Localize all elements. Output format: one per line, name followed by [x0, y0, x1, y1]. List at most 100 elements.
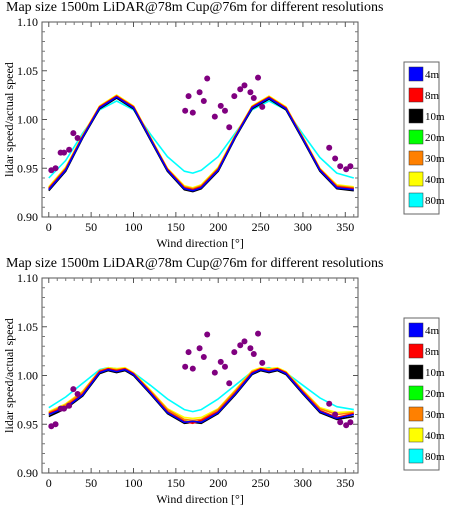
legend-label: 10m: [425, 111, 445, 123]
scatter-point: [231, 93, 238, 100]
x-tick-label: 50: [85, 476, 97, 490]
plot-frame: [41, 277, 359, 474]
scatter-point: [332, 155, 339, 162]
scatter-point: [61, 149, 68, 156]
chart-title: Map size 1500m LiDAR@78m Cup@76m for dif…: [6, 256, 384, 271]
y-axis-label: lidar speed/actual speed: [2, 318, 16, 433]
scatter-point: [221, 107, 228, 114]
scatter-point: [196, 89, 203, 96]
scatter-point: [332, 411, 339, 418]
x-tick-label: 250: [252, 476, 270, 490]
y-tick-label: 0.95: [17, 417, 38, 431]
y-tick-label: 1.00: [17, 369, 38, 383]
scatter-point: [343, 166, 350, 173]
y-tick-label: 1.05: [17, 64, 38, 78]
legend-swatch-8m: [408, 343, 424, 359]
chart-bottom: 0.90 0.95 1.00 1.05 1.10 0 50 100 150 200 250 300 35…: [2, 271, 445, 506]
series-line-10m: [48, 97, 354, 193]
x-tick-label: 0: [46, 220, 52, 234]
scatter-point: [189, 365, 196, 372]
y-tick-label: 1.00: [17, 113, 38, 127]
scatter-point: [66, 146, 73, 153]
scatter-point: [217, 102, 224, 109]
scatter-point: [337, 163, 344, 170]
x-tick-label: 200: [209, 476, 227, 490]
series-line-4m: [48, 368, 354, 424]
scatter-point: [326, 400, 333, 407]
scatter-point: [204, 75, 211, 82]
scatter-point: [241, 338, 248, 345]
scatter-point: [326, 144, 333, 151]
legend-label: 20m: [425, 132, 445, 144]
legend-swatch-10m: [408, 364, 424, 380]
legend-label: 4m: [425, 325, 440, 337]
scatter-point: [226, 380, 233, 387]
legend-label: 4m: [425, 69, 440, 81]
legend-swatch-8m: [408, 87, 424, 103]
scatter-point: [259, 103, 266, 110]
chart-panel-bottom: Map size 1500m LiDAR@78m Cup@76m for dif…: [0, 256, 474, 512]
scatter-point: [200, 97, 207, 104]
scatter-point: [347, 419, 354, 426]
scatter-point: [61, 405, 68, 412]
scatter-point: [74, 391, 81, 398]
scatter-point: [250, 95, 257, 102]
series-line-80m: [48, 100, 355, 179]
scatter-point: [211, 113, 218, 120]
legend-swatch-80m: [408, 448, 424, 464]
y-tick-label: 1.05: [17, 320, 38, 334]
scatter-point: [189, 109, 196, 116]
scatter-point: [217, 358, 224, 365]
y-tick-label: 0.90: [17, 466, 38, 480]
x-tick-label: 200: [209, 220, 227, 234]
chart-panel-top: Map size 1500m LiDAR@78m Cup@76m for dif…: [0, 0, 474, 256]
x-tick-label: 350: [336, 220, 354, 234]
scatter-point: [204, 331, 211, 338]
legend-swatch-80m: [408, 192, 424, 208]
scatter-point: [343, 422, 350, 429]
x-axis-label: Wind direction [°]: [156, 492, 244, 506]
x-tick-label: 150: [167, 220, 185, 234]
x-tick-label: 250: [252, 220, 270, 234]
legend-swatch-40m: [408, 427, 424, 443]
scatter-point: [52, 421, 59, 428]
scatter-point: [196, 345, 203, 352]
scatter-point: [52, 165, 59, 172]
scatter-point: [66, 402, 73, 409]
scatter-point: [255, 330, 262, 337]
legend-label: 40m: [425, 174, 445, 186]
legend-swatch-40m: [408, 171, 424, 187]
scatter-point: [247, 345, 254, 352]
x-tick-label: 350: [336, 476, 354, 490]
legend-swatch-30m: [408, 406, 424, 422]
chart-top: 0.90 0.95 1.00 1.05 1.10 0 50 100 150 200 250 300 35…: [2, 15, 445, 250]
series-line-20m: [48, 96, 354, 191]
scatter-point: [221, 363, 228, 370]
scatter-point: [347, 163, 354, 170]
x-tick-label: 100: [124, 220, 142, 234]
legend-swatch-30m: [408, 150, 424, 166]
legend-label: 80m: [425, 451, 445, 463]
scatter-point: [247, 89, 254, 96]
scatter-point: [182, 363, 189, 370]
scatter-point: [237, 342, 244, 349]
legend-swatch-4m: [408, 66, 424, 82]
y-axis-label: lidar speed/actual speed: [2, 62, 16, 177]
scatter-point: [255, 74, 262, 81]
legend-label: 8m: [425, 90, 440, 102]
scatter-point: [337, 419, 344, 426]
legend-label: 30m: [425, 153, 445, 165]
x-tick-label: 0: [46, 476, 52, 490]
x-tick-label: 100: [124, 476, 142, 490]
legend-label: 80m: [425, 195, 445, 207]
x-tick-label: 50: [85, 220, 97, 234]
scatter-point: [259, 359, 266, 366]
legend-label: 10m: [425, 367, 445, 379]
scatter-point: [185, 93, 192, 100]
scatter-point: [231, 349, 238, 356]
legend-swatch-4m: [408, 322, 424, 338]
x-tick-label: 300: [294, 220, 312, 234]
y-tick-label: 1.10: [17, 271, 38, 285]
scatter-point: [182, 107, 189, 114]
series-line-80m: [48, 366, 354, 413]
